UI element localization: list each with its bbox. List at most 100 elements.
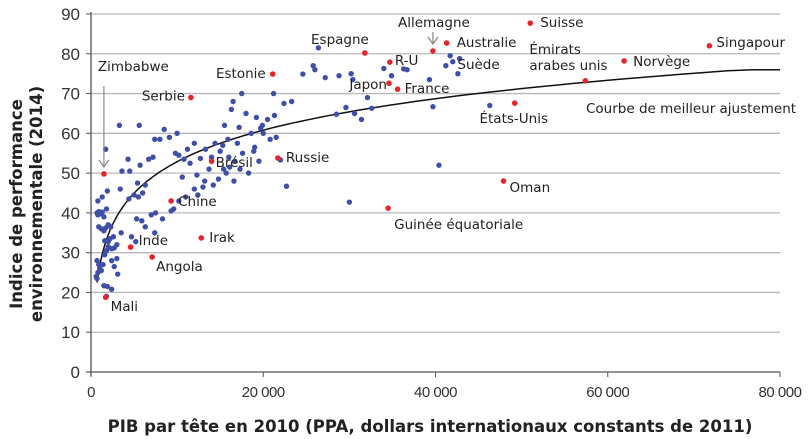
- country-label: Oman: [510, 180, 551, 196]
- highlighted-point: [127, 244, 134, 250]
- data-point: [388, 72, 395, 79]
- data-point: [322, 74, 328, 81]
- data-point: [101, 214, 107, 220]
- data-point: [264, 116, 271, 123]
- data-point: [210, 182, 216, 188]
- data-point: [436, 162, 442, 168]
- data-point: [142, 182, 148, 188]
- arrow-head-icon: [98, 159, 110, 168]
- data-point: [245, 170, 252, 176]
- y-tick-label: 60: [61, 124, 80, 143]
- y-axis-ticks: 0 10 20 30 40 50 60 70 80 90: [61, 5, 91, 382]
- data-point: [343, 104, 349, 111]
- data-point: [95, 198, 101, 204]
- highlighted-country-points: [101, 20, 713, 301]
- data-point: [220, 142, 226, 148]
- data-point: [108, 224, 114, 230]
- country-label: Allemagne: [398, 15, 470, 31]
- data-point: [110, 234, 117, 240]
- data-point: [100, 261, 106, 268]
- data-point: [142, 224, 148, 230]
- data-point: [194, 172, 200, 178]
- data-point: [104, 283, 111, 290]
- data-point: [447, 53, 453, 59]
- y-tick-label: 90: [61, 5, 80, 24]
- highlighted-point: [394, 86, 401, 92]
- data-point: [152, 210, 159, 216]
- data-point: [234, 140, 241, 146]
- data-point: [260, 130, 266, 137]
- highlighted-point: [208, 158, 215, 164]
- country-label: Émirats: [529, 41, 581, 58]
- data-point: [166, 134, 173, 141]
- data-point: [176, 198, 182, 204]
- data-point: [114, 255, 120, 262]
- data-point: [369, 105, 375, 111]
- country-label: Suède: [457, 57, 499, 73]
- country-label: États-Unis: [479, 110, 548, 127]
- country-label: Serbie: [142, 89, 185, 105]
- data-point: [206, 166, 212, 172]
- data-point: [288, 98, 295, 105]
- data-point: [150, 154, 156, 160]
- data-point: [117, 186, 123, 192]
- y-axis-title-line1: Indice de performance: [7, 99, 26, 309]
- data-point: [215, 176, 222, 182]
- data-point: [105, 238, 111, 245]
- country-label: Chine: [178, 194, 217, 210]
- country-label: Norvège: [633, 54, 690, 70]
- data-point: [267, 136, 273, 142]
- highlighted-point: [582, 78, 589, 84]
- data-point: [455, 70, 461, 77]
- data-point: [116, 122, 123, 129]
- data-point: [426, 76, 433, 83]
- data-point: [99, 209, 105, 215]
- country-label: Inde: [139, 233, 168, 249]
- data-point: [333, 111, 340, 117]
- data-point: [253, 114, 260, 121]
- data-point: [231, 178, 237, 184]
- data-point: [257, 125, 264, 131]
- data-point: [126, 196, 132, 202]
- y-tick-label: 80: [61, 45, 80, 64]
- gridlines: [91, 13, 780, 333]
- data-point: [208, 154, 215, 160]
- data-point: [239, 90, 245, 97]
- data-point: [108, 257, 115, 264]
- x-tick-label: 80 000: [759, 384, 802, 401]
- data-point: [187, 160, 193, 166]
- data-point: [350, 76, 356, 83]
- best-fit-curve: [96, 68, 780, 283]
- data-point: [159, 216, 166, 222]
- highlighted-point: [387, 59, 393, 65]
- data-point: [135, 194, 142, 200]
- y-tick-label: 20: [61, 283, 80, 302]
- data-point: [217, 148, 223, 154]
- data-point: [226, 164, 233, 170]
- data-point: [201, 178, 208, 184]
- axes: [86, 12, 780, 376]
- data-point: [152, 136, 158, 142]
- data-point: [315, 45, 322, 51]
- data-point: [94, 275, 100, 282]
- data-point: [273, 134, 279, 141]
- highlighted-point: [443, 40, 450, 46]
- country-label: Mali: [111, 299, 138, 315]
- x-tick-label: 60 000: [586, 384, 629, 401]
- data-point: [103, 206, 110, 212]
- highlighted-point: [385, 205, 391, 211]
- country-label: Zimbabwe: [98, 59, 169, 75]
- data-point: [119, 168, 125, 174]
- country-label: Guinée équatoriale: [394, 217, 523, 233]
- country-label: Australie: [457, 35, 517, 51]
- data-point: [131, 192, 137, 198]
- data-point: [181, 156, 187, 162]
- data-point: [191, 140, 198, 146]
- data-point: [300, 71, 306, 77]
- data-point: [202, 146, 209, 152]
- data-point: [179, 174, 185, 180]
- data-point: [450, 59, 456, 65]
- data-point: [381, 65, 387, 72]
- x-axis-ticks: 0 20 000 40 000 60 000 80 000: [87, 372, 802, 401]
- data-point: [271, 112, 278, 119]
